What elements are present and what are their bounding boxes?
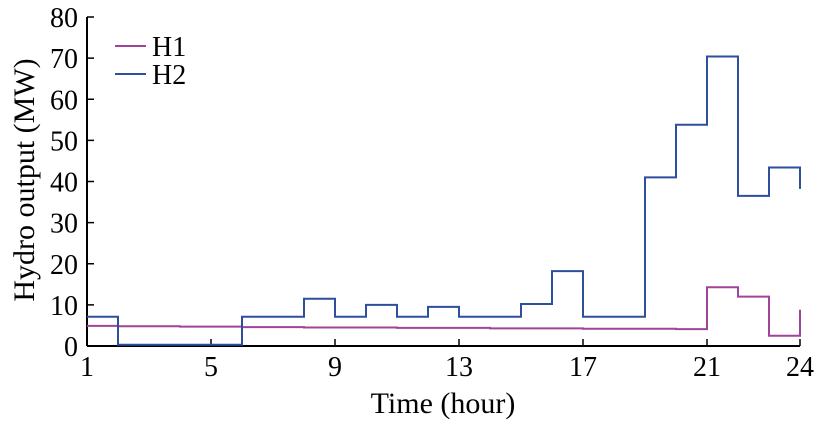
legend-label-h1: H1 [152, 32, 186, 63]
y-tick-label: 20 [50, 250, 78, 281]
tick-labels: 0 10 20 30 40 50 60 70 80 1 5 9 13 17 21 24 [50, 3, 814, 383]
x-tick-label: 13 [445, 352, 473, 383]
series-layer [87, 55, 801, 346]
series-line-h2 [87, 55, 801, 346]
y-tick-label: 0 [64, 332, 78, 363]
y-tick-label: 10 [50, 291, 78, 322]
y-tick-label: 40 [50, 168, 78, 199]
series-line-h1 [87, 286, 801, 337]
axes [86, 17, 800, 347]
y-tick-label: 70 [50, 44, 78, 75]
x-tick-label: 5 [204, 352, 218, 383]
x-tick-label: 1 [80, 352, 94, 383]
y-tick-label: 50 [50, 126, 78, 157]
x-tick-label: 21 [693, 352, 721, 383]
y-tick-label: 80 [50, 3, 78, 34]
x-axis-title: Time (hour) [371, 387, 516, 420]
tick-marks [86, 16, 801, 347]
y-tick-label: 60 [50, 85, 78, 116]
x-tick-label: 17 [569, 352, 597, 383]
y-axis-title: Hydro output (MW) [8, 58, 41, 301]
x-tick-label: 24 [786, 352, 814, 383]
x-tick-label: 9 [328, 352, 342, 383]
legend-label-h2: H2 [152, 60, 186, 91]
y-tick-label: 30 [50, 209, 78, 240]
